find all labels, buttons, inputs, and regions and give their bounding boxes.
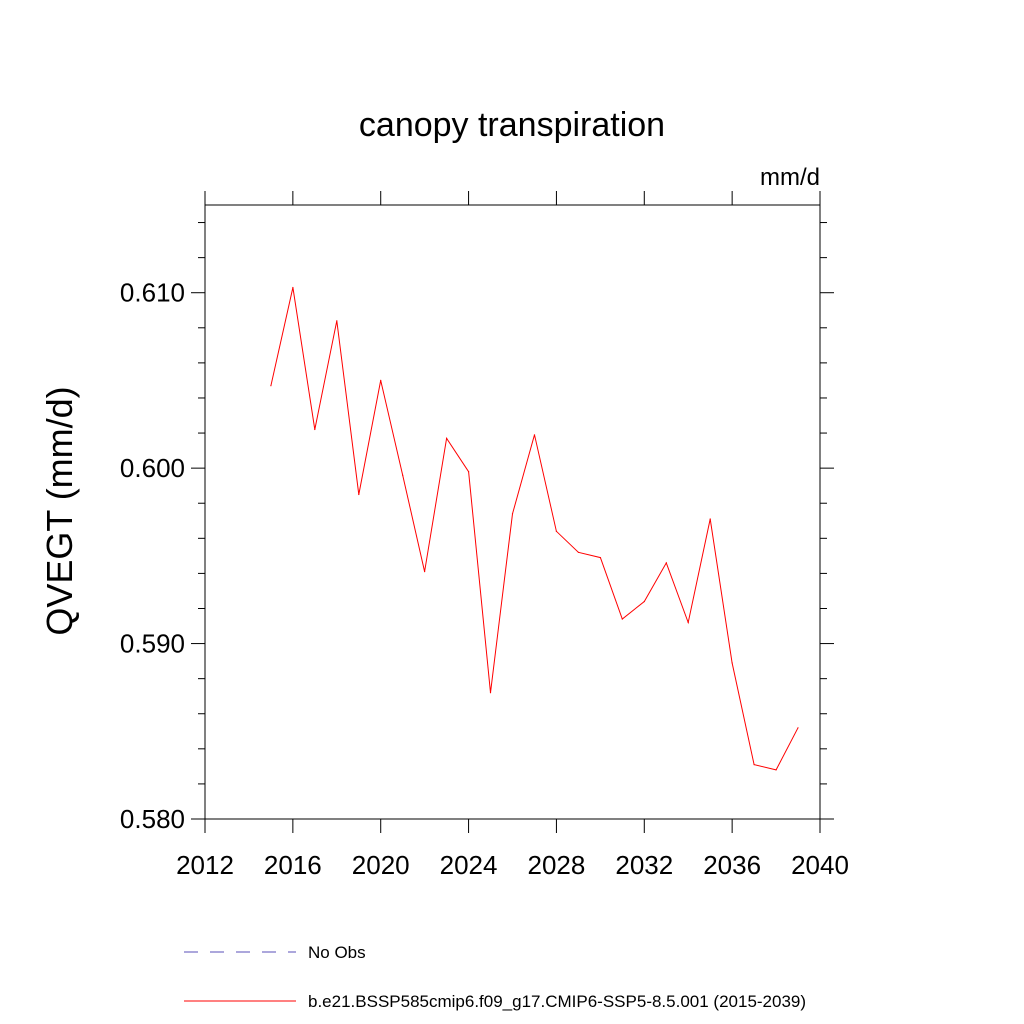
data-point: [489, 692, 492, 694]
data-point: [292, 286, 294, 289]
data-point: [555, 530, 558, 532]
x-tick-label: 2024: [440, 850, 498, 880]
x-tick-label: 2012: [176, 850, 234, 880]
data-point: [687, 621, 689, 624]
data-point: [511, 513, 514, 515]
y-axis-label: QVEGT (mm/d): [39, 386, 80, 635]
data-point: [358, 493, 360, 496]
y-tick-label: 0.610: [120, 278, 185, 308]
series-line-0: [270, 287, 799, 771]
x-tick-label: 2032: [615, 850, 673, 880]
x-tick-label: 2036: [703, 850, 761, 880]
x-axis-ticks: 2012 2016 2020 2024 2028 2032 2036 2040: [176, 191, 849, 880]
units-label: mm/d: [760, 164, 820, 191]
data-point: [731, 662, 733, 664]
data-point: [468, 471, 470, 473]
y-tick-label: 0.600: [120, 453, 185, 483]
data-point: [665, 562, 667, 564]
data-point: [577, 551, 580, 553]
y-tick-label: 0.590: [120, 629, 185, 659]
data-point: [314, 428, 316, 431]
legend-label-1: b.e21.BSSP585cmip6.f09_g17.CMIP6-SSP5-8.…: [308, 992, 806, 1011]
data-point: [402, 474, 404, 476]
legend: No Obs b.e21.BSSP585cmip6.f09_g17.CMIP6-S…: [184, 943, 806, 1011]
data-point: [643, 600, 645, 603]
data-point: [424, 571, 426, 573]
x-tick-label: 2040: [791, 850, 849, 880]
legend-label-0: No Obs: [308, 943, 366, 962]
data-point: [336, 320, 338, 322]
x-tick-label: 2016: [264, 850, 322, 880]
x-tick-label: 2020: [352, 850, 410, 880]
data-point: [709, 518, 711, 520]
data-point: [270, 385, 272, 387]
data-point: [380, 379, 382, 381]
plot-frame: [204, 204, 821, 820]
data-point: [446, 437, 448, 439]
data-point: [621, 618, 623, 620]
series-layer: [270, 286, 799, 771]
data-point: [533, 434, 536, 436]
x-tick-label: 2028: [528, 850, 586, 880]
data-point: [775, 769, 777, 771]
y-tick-label: 0.580: [120, 804, 185, 834]
data-point: [599, 557, 602, 559]
chart-title: canopy transpiration: [359, 106, 665, 144]
data-point: [753, 764, 755, 766]
data-point: [797, 727, 799, 729]
y-axis-ticks: 0.580 0.590 0.600 0.610: [120, 222, 834, 834]
